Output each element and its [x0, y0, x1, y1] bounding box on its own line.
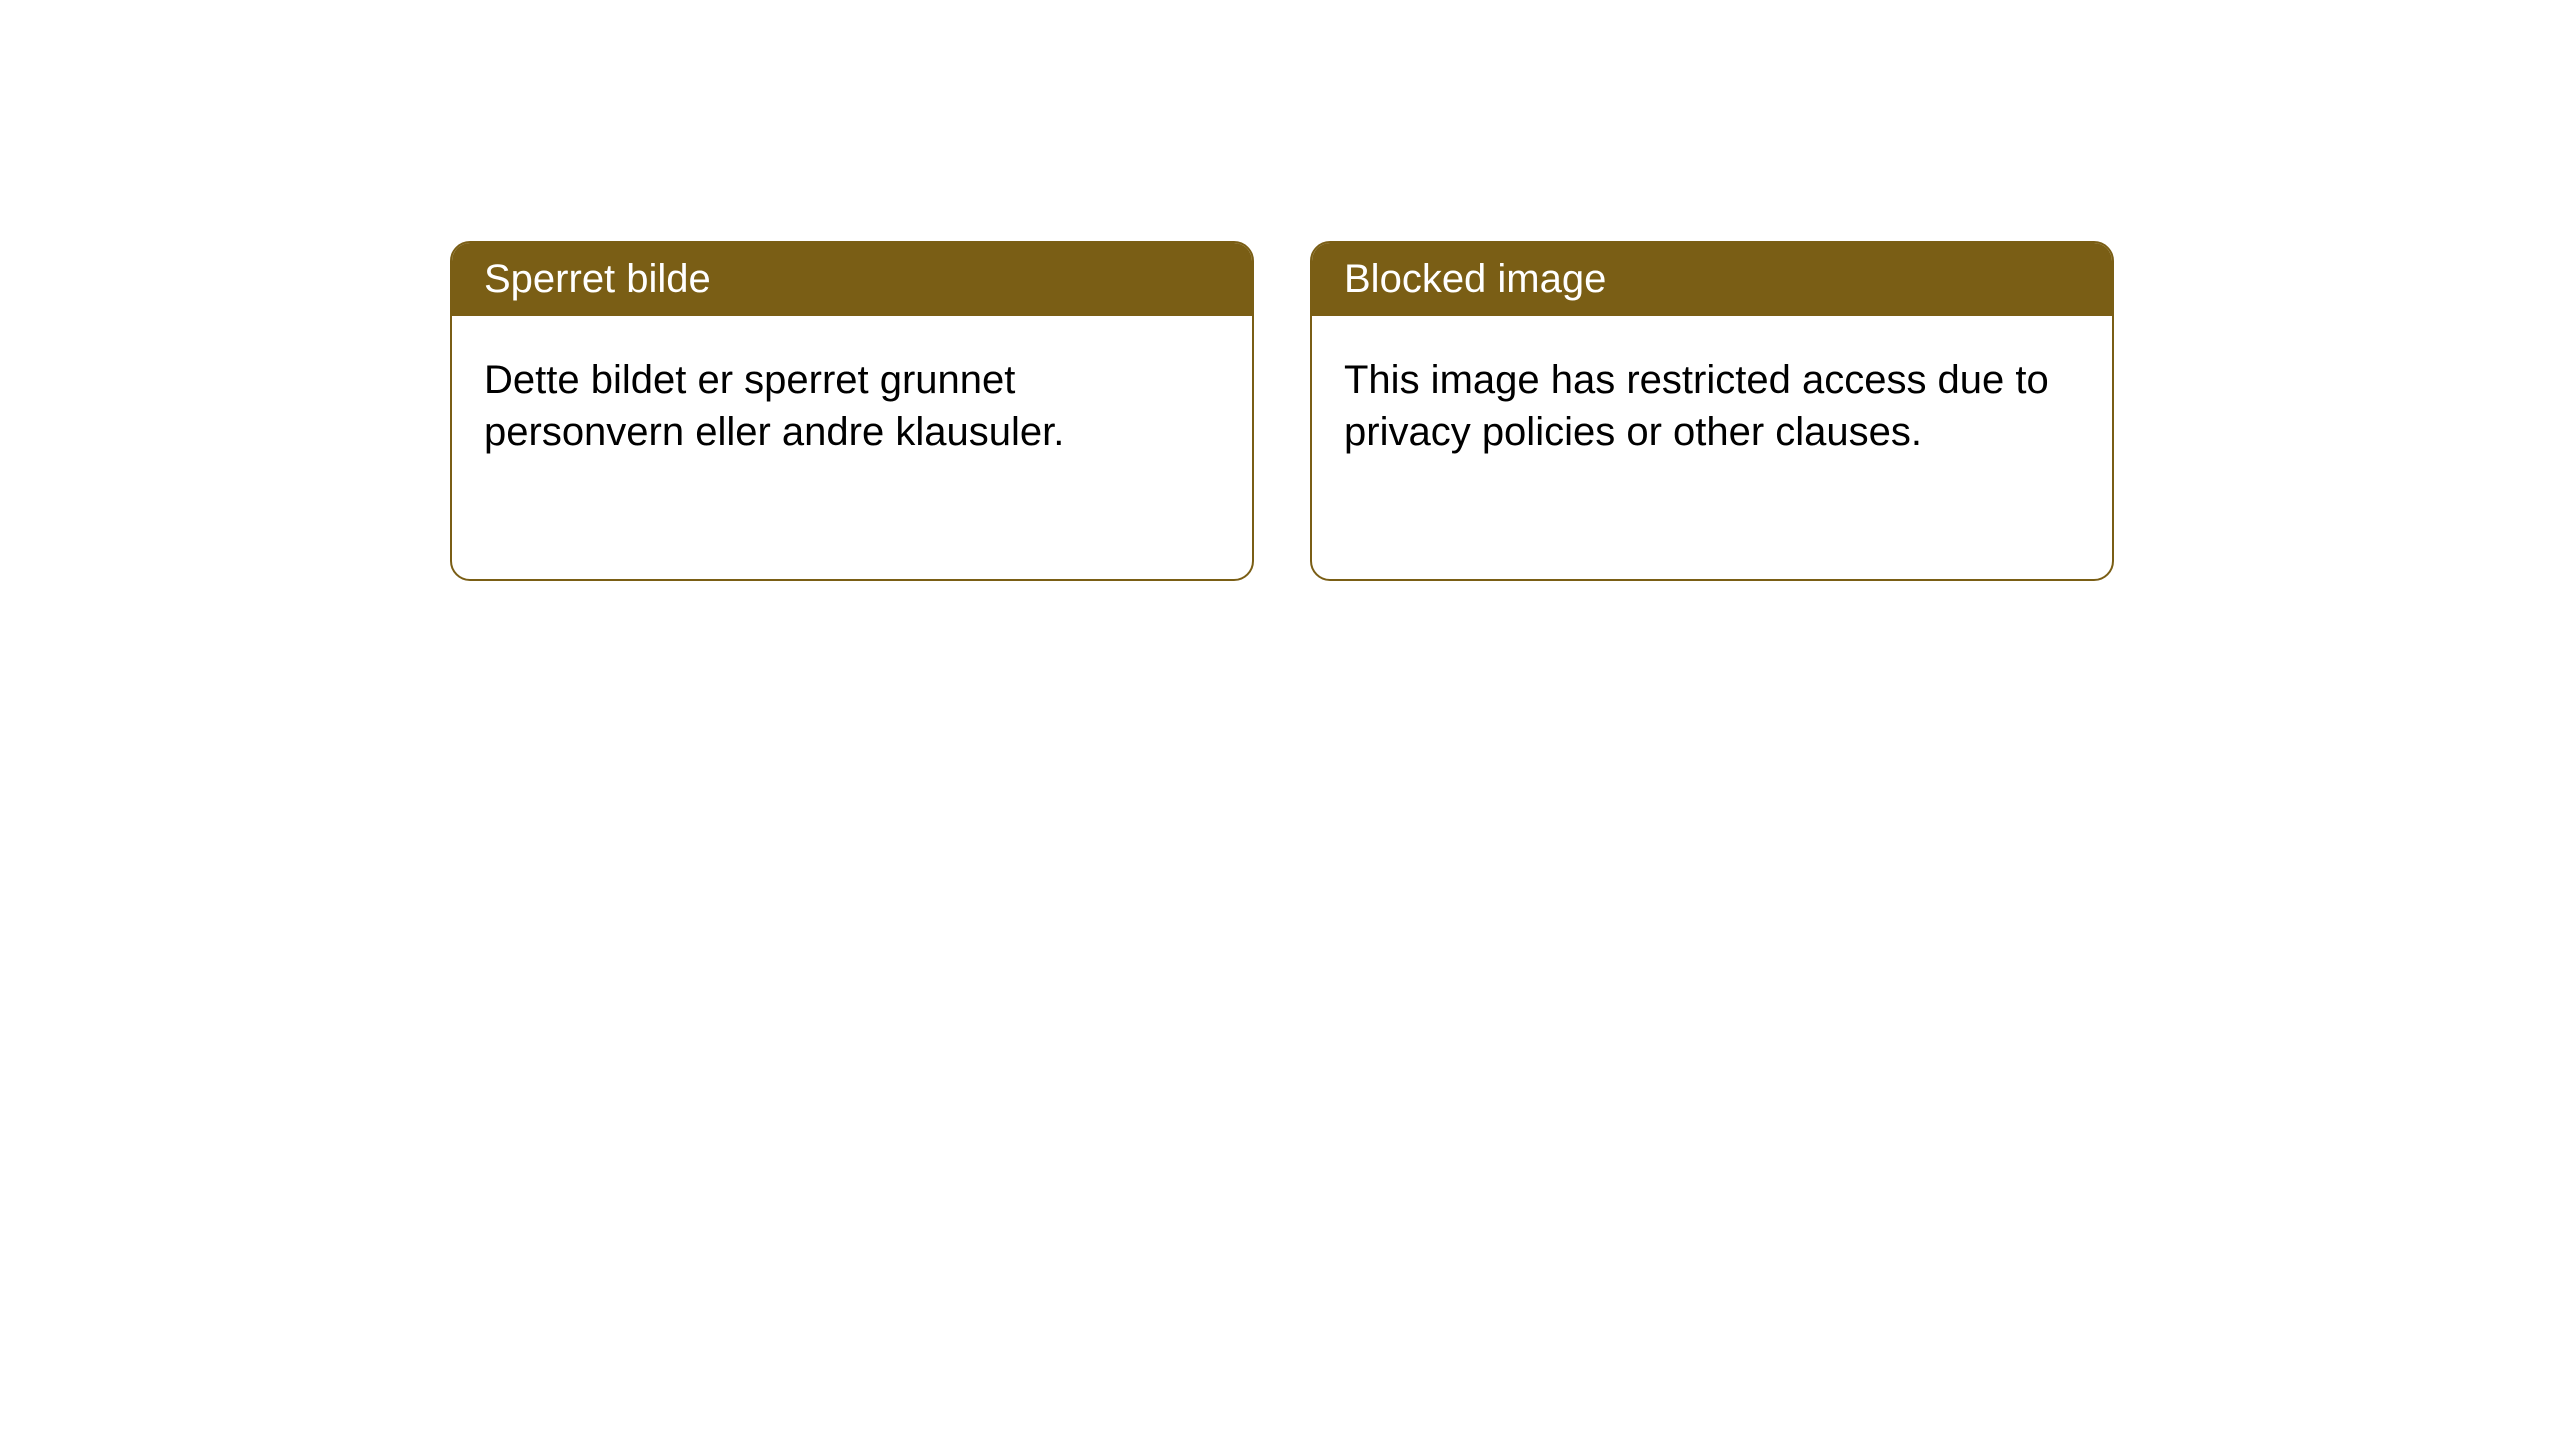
- notice-box-norwegian: Sperret bilde Dette bildet er sperret gr…: [450, 241, 1254, 581]
- notice-title-english: Blocked image: [1312, 243, 2112, 316]
- notice-box-english: Blocked image This image has restricted …: [1310, 241, 2114, 581]
- notice-title-norwegian: Sperret bilde: [452, 243, 1252, 316]
- notice-body-english: This image has restricted access due to …: [1312, 316, 2112, 496]
- notice-body-norwegian: Dette bildet er sperret grunnet personve…: [452, 316, 1252, 496]
- notices-container: Sperret bilde Dette bildet er sperret gr…: [450, 241, 2114, 581]
